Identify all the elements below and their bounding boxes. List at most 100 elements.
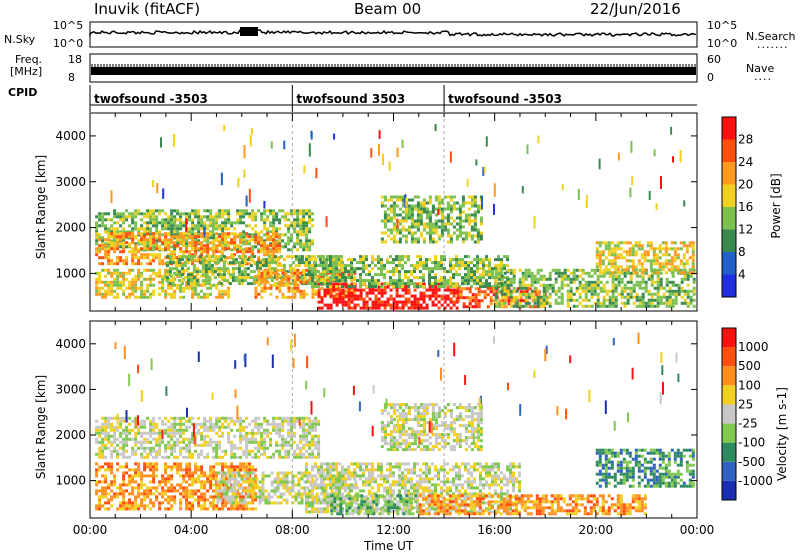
- data-pixel: [653, 292, 657, 296]
- data-pixel: [281, 215, 285, 219]
- data-pixel: [560, 298, 564, 302]
- data-pixel: [518, 283, 522, 287]
- data-pixel: [197, 209, 201, 213]
- data-pixel: [524, 271, 528, 275]
- data-pixel: [640, 247, 644, 251]
- data-pixel: [658, 247, 662, 251]
- data-pixel: [404, 297, 408, 301]
- data-pixel: [323, 291, 327, 295]
- data-pixel: [515, 289, 519, 293]
- data-pixel: [458, 273, 461, 277]
- data-pixel: [443, 285, 446, 289]
- data-pixel: [416, 285, 419, 289]
- data-pixel: [185, 449, 189, 453]
- data-pixel: [446, 216, 450, 220]
- data-pixel: [161, 248, 165, 252]
- data-pixel: [186, 267, 190, 271]
- data-pixel: [143, 419, 147, 423]
- data-pixel: [459, 287, 463, 291]
- data-pixel: [98, 215, 102, 219]
- data-pixel: [431, 267, 434, 271]
- data-pixel: [221, 416, 225, 420]
- data-pixel: [410, 303, 414, 307]
- data-pixel: [248, 431, 252, 435]
- data-pixel: [131, 232, 135, 236]
- data-pixel: [449, 195, 453, 199]
- data-pixel: [278, 286, 282, 290]
- data-pixel: [389, 216, 393, 220]
- data-pixel: [539, 295, 543, 299]
- data-pixel: [437, 285, 440, 289]
- data-pixel: [539, 283, 543, 287]
- data-pixel: [221, 289, 225, 293]
- data-pixel: [95, 227, 99, 231]
- data-pixel: [431, 225, 435, 229]
- data-pixel: [125, 259, 129, 263]
- data-pixel: [176, 233, 180, 237]
- data-pixel: [252, 255, 256, 259]
- data-pixel: [239, 221, 243, 225]
- data-pixel: [134, 244, 138, 248]
- data-pixel: [212, 259, 216, 263]
- data-pixel: [332, 258, 335, 262]
- data-pixel: [149, 209, 153, 213]
- data-pixel: [170, 274, 174, 278]
- data-pixel: [261, 258, 265, 262]
- data-pixel: [497, 271, 501, 275]
- data-pixel: [176, 268, 180, 272]
- data-pixel: [422, 273, 425, 277]
- data-pixel: [413, 294, 417, 298]
- data-pixel: [308, 227, 312, 231]
- data-pixel: [305, 437, 309, 441]
- data-pixel: [266, 455, 270, 459]
- data-pixel: [188, 440, 192, 444]
- data-pixel: [197, 416, 201, 420]
- data-pixel: [560, 301, 564, 305]
- data-pixel: [185, 245, 189, 249]
- data-pixel: [380, 231, 384, 235]
- data-pixel: [254, 215, 258, 219]
- data-pixel: [227, 271, 231, 275]
- data-pixel: [186, 255, 190, 259]
- data-pixel: [527, 268, 531, 272]
- data-pixel: [314, 422, 318, 426]
- data-pixel: [449, 300, 453, 304]
- data-pixel: [634, 250, 638, 254]
- data-pixel: [146, 455, 150, 459]
- data-pixel: [275, 416, 279, 420]
- data-pixel: [650, 277, 654, 281]
- data-pixel: [512, 304, 516, 308]
- data-pixel: [437, 267, 440, 271]
- data-pixel: [152, 455, 156, 459]
- data-pixel: [353, 306, 357, 310]
- data-pixel: [116, 449, 120, 453]
- data-pixel: [308, 242, 312, 246]
- data-pixel: [266, 253, 270, 257]
- data-pixel: [344, 285, 348, 289]
- data-pixel: [431, 210, 435, 214]
- data-pixel: [206, 232, 210, 236]
- data-pixel: [524, 292, 528, 296]
- data-pixel: [339, 267, 343, 271]
- data-pixel: [311, 449, 315, 453]
- data-pixel: [299, 440, 303, 444]
- data-pixel: [434, 279, 437, 283]
- data-pixel: [116, 292, 120, 296]
- data-pixel: [206, 443, 210, 447]
- data-pixel: [467, 270, 470, 274]
- data-pixel: [143, 212, 147, 216]
- data-pixel: [461, 282, 464, 286]
- data-pixel: [637, 241, 641, 245]
- data-pixel: [374, 258, 377, 262]
- data-pixel: [143, 268, 147, 272]
- data-pixel: [347, 294, 351, 298]
- data-pixel: [131, 286, 135, 290]
- data-pixel: [380, 270, 383, 274]
- data-pixel: [212, 245, 216, 249]
- data-pixel: [566, 274, 570, 278]
- data-pixel: [203, 283, 207, 287]
- data-pixel: [221, 434, 225, 438]
- data-pixel: [239, 247, 243, 251]
- data-pixel: [667, 247, 671, 251]
- data-pixel: [471, 299, 475, 303]
